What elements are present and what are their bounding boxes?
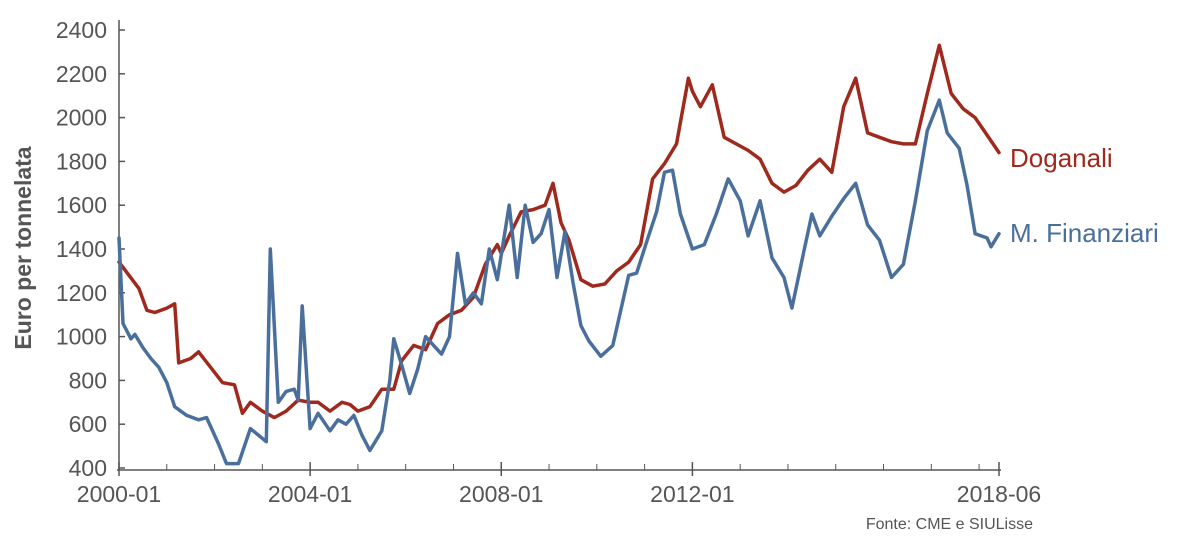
x-tick-label: 2012-01 bbox=[650, 481, 734, 507]
y-tick-label: 2400 bbox=[56, 17, 107, 43]
x-axis: 2000-01 2004-01 2008-01 2012-01 2018-06 bbox=[77, 462, 1041, 507]
x-tick-label: 2004-01 bbox=[268, 481, 352, 507]
y-tick-label: 800 bbox=[69, 367, 107, 393]
series-label-m-finanziari: M. Finanziari bbox=[1010, 218, 1159, 248]
y-tick-label: 2000 bbox=[56, 105, 107, 131]
x-tick-label: 2018-06 bbox=[957, 481, 1041, 507]
y-tick-label: 1000 bbox=[56, 324, 107, 350]
y-axis-title: Euro per tonnelata bbox=[10, 146, 36, 349]
series-line-0 bbox=[117, 43, 1001, 420]
source-note: Fonte: CME e SIULisse bbox=[866, 516, 1033, 533]
y-tick-label: 1200 bbox=[56, 280, 107, 306]
y-tick-label: 1600 bbox=[56, 192, 107, 218]
y-tick-label: 600 bbox=[69, 411, 107, 437]
y-tick-label: 400 bbox=[69, 455, 107, 481]
y-tick-label: 1800 bbox=[56, 148, 107, 174]
series-line-1 bbox=[117, 98, 1001, 466]
x-tick-label: 2000-01 bbox=[77, 481, 161, 507]
y-tick-label: 1400 bbox=[56, 236, 107, 262]
series-label-doganali: Doganali bbox=[1010, 143, 1113, 173]
series-lines bbox=[117, 43, 1001, 466]
x-tick-label: 2008-01 bbox=[459, 481, 543, 507]
y-tick-label: 2200 bbox=[56, 61, 107, 87]
y-axis: 400 600 800 1000 1200 1400 1600 1800 2000 2200 240… bbox=[56, 17, 125, 481]
